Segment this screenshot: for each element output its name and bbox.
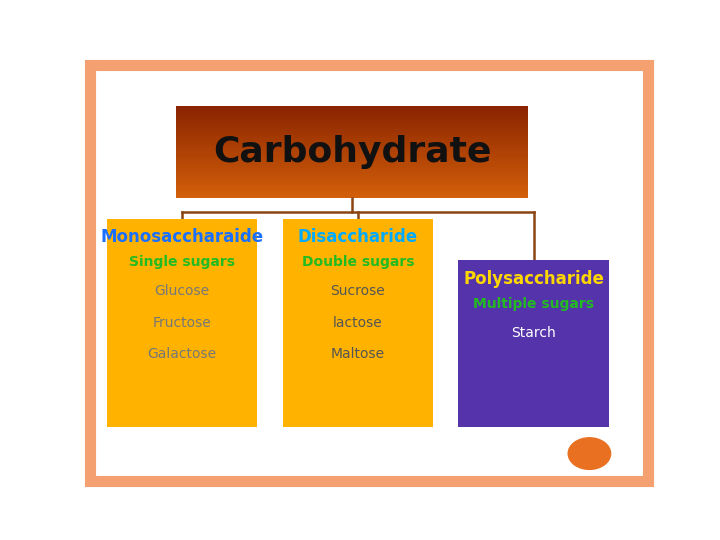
Bar bbox=[176, 134, 528, 136]
Bar bbox=[176, 127, 528, 129]
Bar bbox=[176, 159, 528, 161]
Bar bbox=[176, 136, 528, 138]
Bar bbox=[176, 113, 528, 116]
FancyBboxPatch shape bbox=[459, 260, 609, 427]
Bar bbox=[176, 173, 528, 175]
Bar bbox=[176, 168, 528, 171]
Bar bbox=[176, 177, 528, 180]
Text: Glucose: Glucose bbox=[155, 285, 210, 299]
Text: Multiple sugars: Multiple sugars bbox=[473, 297, 594, 311]
Bar bbox=[176, 111, 528, 113]
Bar bbox=[176, 180, 528, 182]
Bar bbox=[176, 150, 528, 152]
Bar bbox=[176, 147, 528, 150]
Bar bbox=[176, 191, 528, 193]
Bar bbox=[176, 118, 528, 120]
Bar bbox=[176, 193, 528, 195]
Bar bbox=[176, 182, 528, 184]
Circle shape bbox=[568, 438, 611, 469]
Text: Starch: Starch bbox=[511, 326, 556, 340]
Bar bbox=[176, 166, 528, 168]
Text: Double sugars: Double sugars bbox=[302, 255, 414, 269]
Text: Maltose: Maltose bbox=[330, 347, 385, 361]
Text: Monosaccharaide: Monosaccharaide bbox=[101, 228, 264, 246]
Bar bbox=[176, 152, 528, 154]
FancyBboxPatch shape bbox=[282, 219, 433, 427]
Bar bbox=[176, 143, 528, 145]
Text: Carbohydrate: Carbohydrate bbox=[213, 135, 492, 169]
Bar bbox=[176, 109, 528, 111]
FancyBboxPatch shape bbox=[107, 219, 258, 427]
Text: Sucrose: Sucrose bbox=[330, 285, 385, 299]
Bar bbox=[176, 161, 528, 164]
Text: Disaccharide: Disaccharide bbox=[298, 228, 418, 246]
Bar bbox=[176, 164, 528, 166]
Bar bbox=[176, 132, 528, 134]
Text: Fructose: Fructose bbox=[153, 315, 212, 329]
Text: lactose: lactose bbox=[333, 315, 383, 329]
Bar bbox=[176, 145, 528, 147]
Bar bbox=[176, 157, 528, 159]
Bar bbox=[176, 116, 528, 118]
Bar bbox=[176, 141, 528, 143]
Bar bbox=[176, 186, 528, 188]
Bar bbox=[176, 120, 528, 123]
Bar bbox=[176, 125, 528, 127]
Text: Single sugars: Single sugars bbox=[129, 255, 235, 269]
Bar bbox=[176, 123, 528, 125]
Text: Polysaccharide: Polysaccharide bbox=[463, 270, 604, 288]
Bar bbox=[176, 188, 528, 191]
Bar bbox=[176, 195, 528, 198]
Bar bbox=[176, 184, 528, 186]
Bar bbox=[176, 171, 528, 173]
Bar bbox=[176, 106, 528, 109]
Bar bbox=[176, 129, 528, 132]
Text: Galactose: Galactose bbox=[148, 347, 217, 361]
Bar bbox=[176, 154, 528, 157]
Bar bbox=[176, 138, 528, 141]
Bar bbox=[176, 175, 528, 177]
